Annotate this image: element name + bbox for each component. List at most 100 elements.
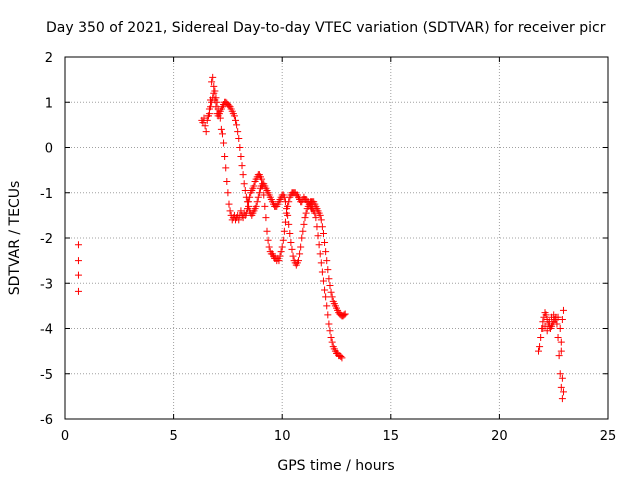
data-point xyxy=(242,193,250,201)
data-point xyxy=(285,220,293,228)
data-point xyxy=(325,320,333,328)
data-point xyxy=(263,227,271,235)
data-point xyxy=(554,313,562,321)
data-point xyxy=(255,189,263,197)
data-point xyxy=(245,202,253,210)
data-point xyxy=(327,334,335,342)
y-tick-label: -4 xyxy=(40,323,53,338)
data-point xyxy=(223,177,231,185)
data-point xyxy=(74,271,82,279)
data-point xyxy=(558,395,566,403)
data-point xyxy=(284,211,292,219)
data-point xyxy=(208,78,216,86)
y-tick-label: -3 xyxy=(40,277,53,292)
y-tick-label: 2 xyxy=(45,51,53,66)
data-point xyxy=(314,232,322,240)
y-tick-label: -6 xyxy=(40,413,53,428)
data-point xyxy=(278,243,286,251)
y-tick-label: -1 xyxy=(40,187,53,202)
data-point xyxy=(252,202,260,210)
data-point xyxy=(221,153,229,161)
data-point xyxy=(318,223,326,231)
data-point xyxy=(328,293,336,301)
data-point xyxy=(300,220,308,228)
data-point xyxy=(254,193,262,201)
chart-title: Day 350 of 2021, Sidereal Day-to-day VTE… xyxy=(46,20,606,36)
data-point xyxy=(327,288,335,296)
data-point xyxy=(556,370,564,378)
data-point xyxy=(280,193,288,201)
data-point xyxy=(298,234,306,242)
x-tick-label: 25 xyxy=(600,429,617,444)
data-point xyxy=(240,180,248,188)
x-tick-label: 0 xyxy=(61,429,69,444)
data-point xyxy=(297,243,305,251)
data-point xyxy=(234,128,242,136)
data-point xyxy=(558,374,566,382)
data-point xyxy=(557,338,565,346)
data-point xyxy=(217,125,225,133)
data-point xyxy=(326,282,334,290)
data-point xyxy=(281,198,289,206)
data-point xyxy=(74,287,82,295)
data-point xyxy=(279,236,287,244)
data-point xyxy=(233,121,241,129)
data-point xyxy=(545,318,553,326)
data-point xyxy=(275,257,283,265)
x-tick-label: 20 xyxy=(491,429,508,444)
data-point xyxy=(536,343,544,351)
data-point xyxy=(302,209,310,217)
data-point xyxy=(321,286,329,294)
data-points xyxy=(74,73,567,403)
data-point xyxy=(211,96,219,104)
y-tick-label: 0 xyxy=(45,142,53,157)
data-point xyxy=(294,257,302,265)
data-point xyxy=(340,311,348,319)
data-point xyxy=(212,103,220,111)
data-point xyxy=(289,252,297,260)
x-tick-label: 5 xyxy=(169,429,177,444)
data-point xyxy=(253,198,261,206)
y-axis-label: SDTVAR / TECUs xyxy=(7,181,23,296)
data-point xyxy=(554,334,562,342)
data-point xyxy=(319,277,327,285)
x-tick-label: 15 xyxy=(383,429,400,444)
data-point xyxy=(555,352,563,360)
data-point xyxy=(203,116,211,124)
data-point xyxy=(541,322,549,330)
data-point xyxy=(322,293,330,301)
data-point xyxy=(323,257,331,265)
data-point xyxy=(74,241,82,249)
data-point xyxy=(243,198,251,206)
data-point xyxy=(324,266,332,274)
data-point xyxy=(235,216,243,224)
data-point xyxy=(539,318,547,326)
data-point xyxy=(553,320,561,328)
data-point xyxy=(537,334,545,342)
data-point xyxy=(324,311,332,319)
data-point xyxy=(236,144,244,151)
data-point xyxy=(235,134,243,142)
data-point xyxy=(277,248,285,256)
data-point xyxy=(323,302,331,310)
data-point xyxy=(210,82,218,90)
data-point xyxy=(542,311,550,319)
data-point xyxy=(543,327,551,335)
data-point xyxy=(201,122,209,130)
data-point xyxy=(557,347,565,355)
data-point xyxy=(232,116,240,124)
data-point xyxy=(230,112,238,120)
data-point xyxy=(316,250,324,258)
series-track-a xyxy=(198,73,346,362)
data-point xyxy=(222,164,230,172)
data-point xyxy=(317,259,325,267)
data-point xyxy=(328,338,336,346)
y-tick-label: -2 xyxy=(40,232,53,247)
data-point xyxy=(238,162,246,170)
data-point xyxy=(315,241,323,249)
data-point xyxy=(286,229,294,237)
data-point xyxy=(264,236,272,244)
data-point xyxy=(322,248,330,256)
data-point xyxy=(280,227,288,235)
data-point xyxy=(220,139,228,147)
